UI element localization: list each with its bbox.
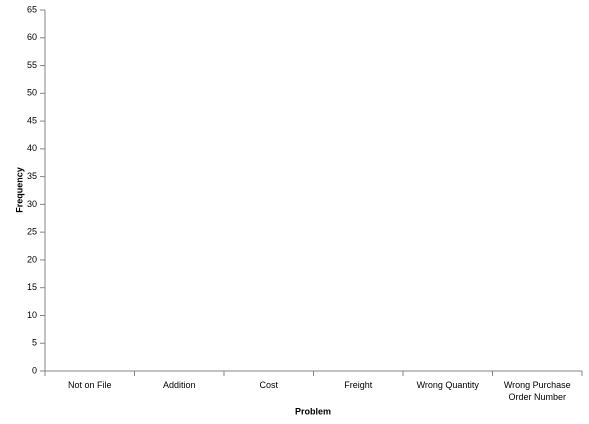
y-tick-label: 5 <box>32 338 37 348</box>
y-tick-label: 35 <box>27 171 37 181</box>
x-tick-label: Wrong Quantity <box>416 380 479 390</box>
y-tick-label: 10 <box>27 310 37 320</box>
x-tick-label: Wrong Purchase Order Number <box>503 380 571 402</box>
y-tick-label: 40 <box>27 143 37 153</box>
x-tick-label: Addition <box>162 380 196 390</box>
y-tick-label: 50 <box>27 88 37 98</box>
x-tick-label: Not on File <box>67 380 112 390</box>
y-tick-label: 55 <box>27 60 37 70</box>
y-tick-label: 65 <box>27 4 37 14</box>
x-tick-label: Freight <box>344 380 373 390</box>
y-tick-label: 60 <box>27 32 37 42</box>
y-tick-label: 0 <box>32 365 37 375</box>
y-axis-label: Frequency <box>14 167 24 213</box>
y-tick-label: 45 <box>27 115 37 125</box>
y-tick-label: 30 <box>27 199 37 209</box>
y-tick-label: 15 <box>27 282 37 292</box>
x-tick-label: Cost <box>259 380 278 390</box>
y-tick-label: 20 <box>27 254 37 264</box>
y-tick-label: 25 <box>27 227 37 237</box>
x-axis-label: Problem <box>295 406 331 416</box>
